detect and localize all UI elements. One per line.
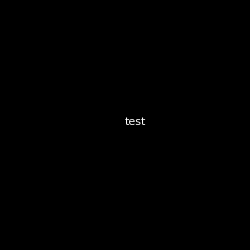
Text: test: test [125, 117, 146, 127]
